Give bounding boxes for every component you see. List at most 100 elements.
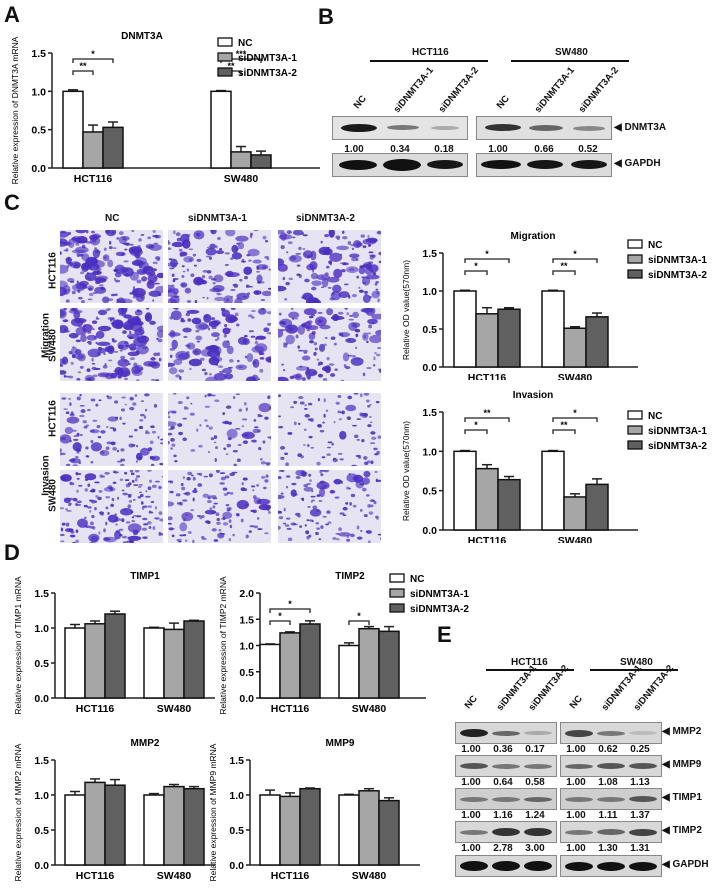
y-tick-label: 0.0 <box>422 362 437 374</box>
legend-label: NC <box>410 574 424 585</box>
bar <box>210 90 232 169</box>
x-tick-label: SW480 <box>157 703 192 715</box>
transwell-micrograph <box>278 470 381 543</box>
bar <box>104 613 126 699</box>
quant-value: 1.00 <box>461 843 481 854</box>
transwell-micrograph <box>278 230 381 303</box>
transwell-micrograph <box>168 308 271 381</box>
chart-title: TIMP2 <box>335 571 365 582</box>
y-tick-label: 0.5 <box>422 324 437 336</box>
lane-label: NC <box>494 93 512 111</box>
y-tick-label: 1.0 <box>229 790 244 802</box>
row-label: ◀ MMP9 <box>662 759 702 770</box>
y-axis-label: Relative expression of TIMP2 mRNA <box>218 576 228 715</box>
chart-timp1-mrna: TIMP1 Relative expression of TIMP1 mRNA 0.… <box>13 571 215 715</box>
y-tick-label: 1.5 <box>229 755 244 767</box>
significance-mark: *** <box>236 49 247 59</box>
y-tick-label: 1.5 <box>31 48 46 60</box>
row-label-gapdh: ◀ GAPDH <box>614 158 661 169</box>
row-label-dnmt3a: ◀ DNMT3A <box>614 122 667 133</box>
row-label: ◀ TIMP1 <box>662 792 702 803</box>
chart-mmp9-mrna: MMP9 Relative expression of MMP9 mRNA 0.0 0… <box>208 738 420 882</box>
y-tick-label: 1.5 <box>34 755 49 767</box>
y-tick-label: 0.5 <box>239 667 254 679</box>
x-tick-label: SW480 <box>352 870 387 882</box>
bar <box>143 627 165 699</box>
legend-label: siDNMT3A-1 <box>648 255 707 266</box>
quant-value: 1.31 <box>630 843 650 854</box>
y-axis-label: Relative expression of MMP9 mRNA <box>208 743 218 881</box>
transwell-micrograph <box>278 393 381 466</box>
quant-value: 0.18 <box>434 144 454 155</box>
y-tick-label: 1.0 <box>34 790 49 802</box>
chart-title: Invasion <box>513 390 554 401</box>
y-tick-label: 1.5 <box>34 588 49 600</box>
quant-value: 1.30 <box>598 843 618 854</box>
legend-label: siDNMT3A-2 <box>648 270 707 281</box>
legend-label: NC <box>648 240 662 251</box>
bar <box>541 290 565 368</box>
transwell-micrograph <box>60 470 163 543</box>
quant-value: 0.64 <box>493 777 513 788</box>
blot-lane-strip <box>455 788 557 810</box>
quant-value: 1.37 <box>630 810 650 821</box>
legend-label: siDNMT3A-2 <box>238 68 297 79</box>
quant-value: 0.36 <box>493 744 513 755</box>
bar <box>563 496 587 531</box>
col-header-nc: NC <box>105 213 120 224</box>
legend-label: siDNMT3A-1 <box>238 53 297 64</box>
legend-swatch <box>217 37 233 47</box>
bar <box>541 450 565 531</box>
legend-swatch <box>627 410 643 420</box>
bar <box>143 794 165 866</box>
transwell-micrograph <box>168 230 271 303</box>
blot-dnmt3a-hct116 <box>332 116 468 140</box>
x-tick-label: HCT116 <box>468 372 507 380</box>
group-line-hct116 <box>486 669 574 671</box>
bar <box>338 644 360 699</box>
bar <box>585 316 609 368</box>
y-tick-label: 1.0 <box>31 86 46 98</box>
significance-mark: ** <box>483 408 491 418</box>
x-tick-label: HCT116 <box>271 703 310 715</box>
x-tick-label: HCT116 <box>468 535 507 543</box>
blot-lane-strip <box>560 855 662 877</box>
quant-value: 1.00 <box>461 810 481 821</box>
group-label-hct116: HCT116 <box>511 657 548 668</box>
lane-label: siDNMT3A-2 <box>576 65 621 115</box>
blot-lane-strip <box>455 722 557 744</box>
y-axis-label: Relative expression of MMP2 mRNA <box>13 743 23 881</box>
group-label-sw480: SW480 <box>555 47 588 58</box>
bar <box>475 313 499 368</box>
quant-value: 0.17 <box>525 744 545 755</box>
row-label-hct116: HCT116 <box>47 252 59 289</box>
y-tick-label: 1.5 <box>422 407 437 419</box>
quant-value: 0.62 <box>598 744 618 755</box>
significance-mark: * <box>485 249 489 259</box>
legend-label: siDNMT3A-2 <box>648 441 707 452</box>
transwell-micrograph <box>168 393 271 466</box>
x-tick-label: SW480 <box>352 703 387 715</box>
y-tick-label: 1.5 <box>422 248 437 260</box>
legend-swatch <box>389 603 405 613</box>
significance-mark: * <box>357 611 361 621</box>
y-tick-label: 0.0 <box>31 163 46 175</box>
bar <box>183 620 205 699</box>
quant-value: 1.00 <box>461 777 481 788</box>
y-axis-label: Relative OD value(570nm) <box>401 260 411 360</box>
bar <box>62 90 84 169</box>
blot-gapdh-hct116 <box>332 153 468 177</box>
legend-swatch <box>217 67 233 77</box>
group-label-hct116: HCT116 <box>412 47 449 58</box>
col-header-si1: siDNMT3A-1 <box>188 213 247 224</box>
significance-mark: * <box>474 420 478 430</box>
legend-swatch <box>627 425 643 435</box>
bar <box>259 794 281 866</box>
transwell-micrograph <box>60 230 163 303</box>
quant-value: 1.00 <box>344 144 364 155</box>
group-line-sw480 <box>590 669 678 671</box>
legend-swatch <box>389 573 405 583</box>
significance-mark: * <box>474 261 478 271</box>
significance-mark: * <box>91 49 95 59</box>
legend-swatch <box>627 440 643 450</box>
